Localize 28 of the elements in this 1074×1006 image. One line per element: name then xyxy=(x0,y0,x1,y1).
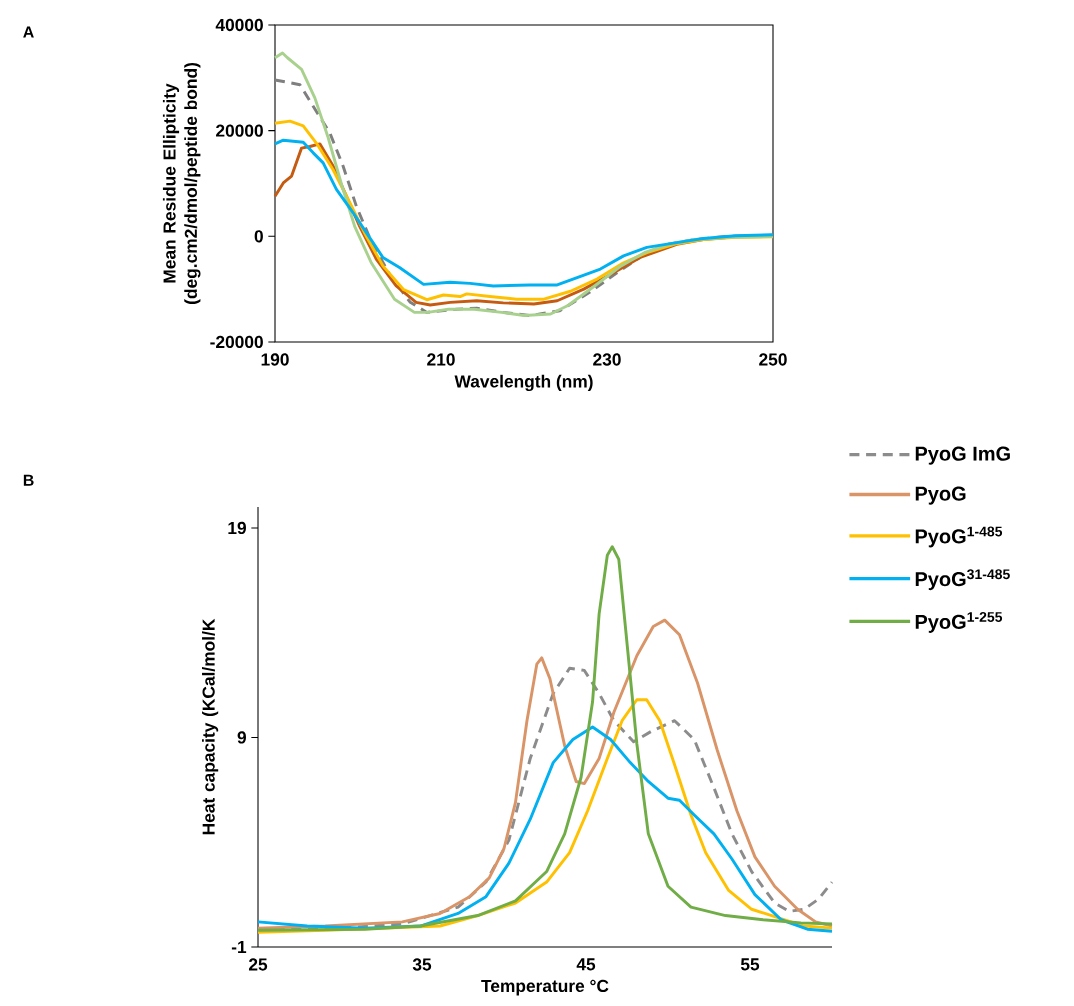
y-axis-title: Mean Residue Ellipticity (deg.cm2/dmol/peptide bond) xyxy=(162,63,201,304)
legend-label: PyoG$^{1-255}$ xyxy=(915,612,1003,633)
legend-label: PyoG$^{1-485}$ xyxy=(915,526,1003,548)
y-tick-label: 9 xyxy=(237,731,246,744)
x-tick-label: 250 xyxy=(759,353,787,366)
x-tick-label: 210 xyxy=(427,353,455,366)
x-tick-label: 25 xyxy=(248,958,268,971)
x-tick-label: 190 xyxy=(261,353,289,366)
y-tick-label: -1 xyxy=(231,941,247,953)
y-axis-title: Heat capacity (KCal/mol/K xyxy=(202,618,219,835)
x-tick-label: 35 xyxy=(412,958,432,971)
text: B xyxy=(23,474,34,486)
x-axis-title: Temperature °C xyxy=(481,979,609,996)
legend-label: PyoG xyxy=(915,486,966,505)
line-series xyxy=(256,618,834,930)
y-tick-label: -20000 xyxy=(210,335,263,349)
legend-label: PyoG$^{31-485}$ xyxy=(915,569,1010,591)
y-tick-label: 19 xyxy=(228,521,246,535)
x-tick-label: 230 xyxy=(593,353,621,366)
y-tick-label: 0 xyxy=(254,230,263,243)
y-tick-label: 20000 xyxy=(216,124,263,137)
x-tick-label: 55 xyxy=(740,958,760,971)
y-tick-label: 40000 xyxy=(215,18,263,32)
x-axis-title: Wavelength (nm) xyxy=(454,374,593,392)
legend-label: PyoG ImG xyxy=(915,446,1010,465)
line-series xyxy=(256,545,834,932)
text: A xyxy=(23,26,34,38)
x-tick-label: 45 xyxy=(576,958,596,971)
